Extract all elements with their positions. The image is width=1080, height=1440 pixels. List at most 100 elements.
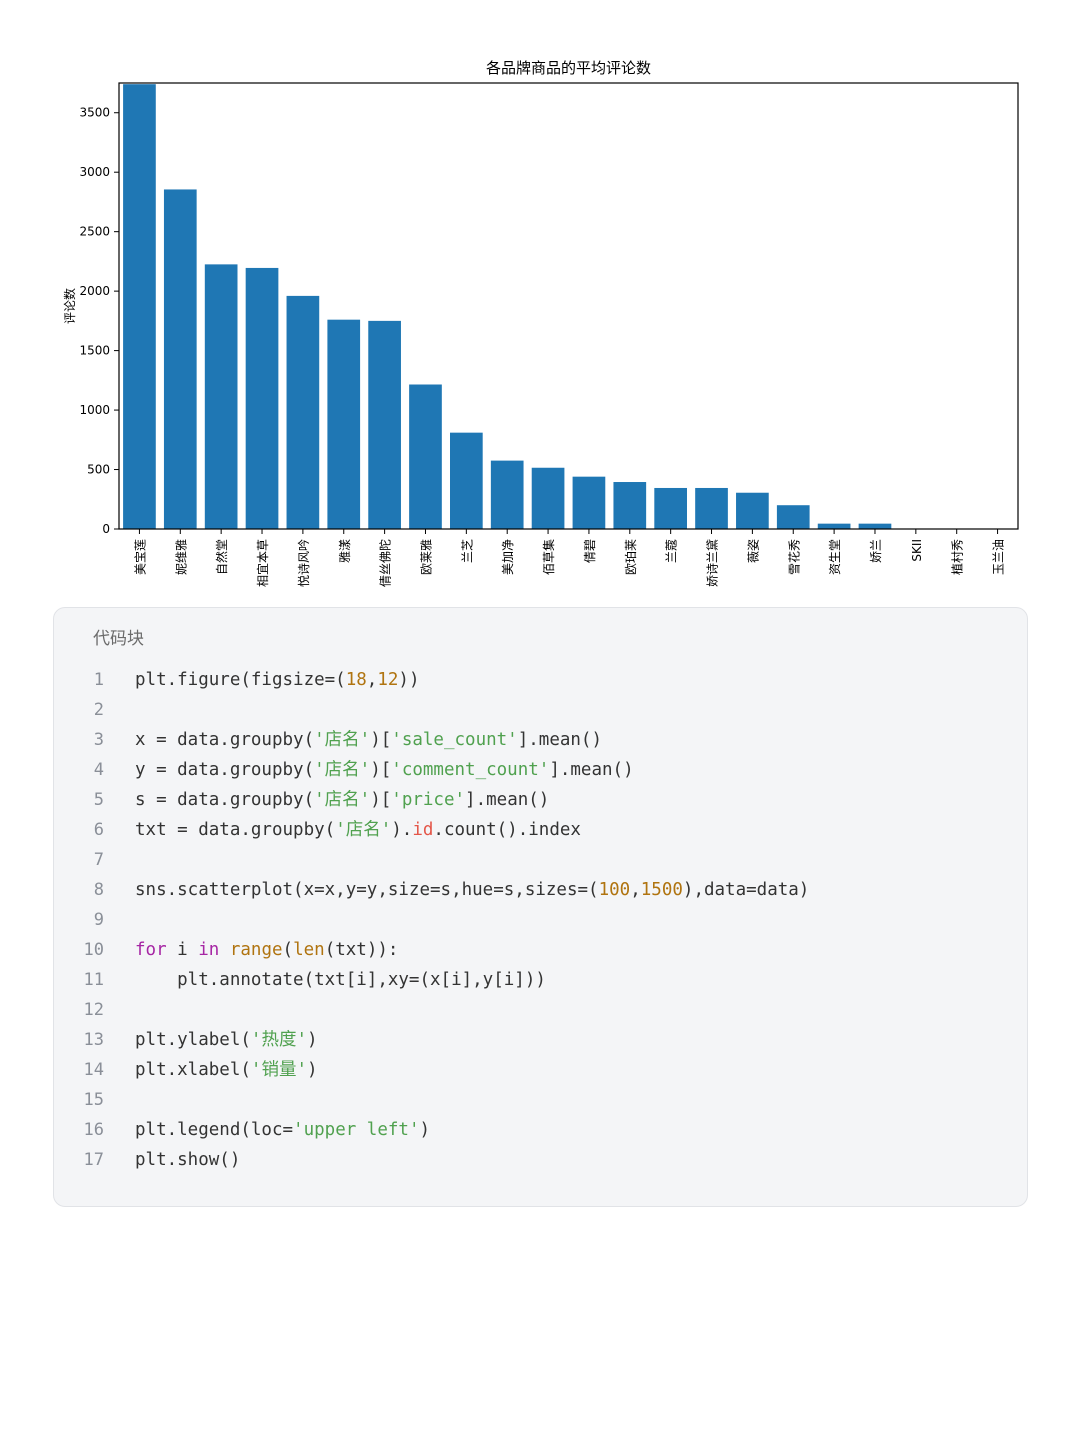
code-text: s = data.groupby('店名')['price'].mean()	[135, 785, 549, 815]
code-token: 12	[377, 670, 399, 690]
code-line: 5 s = data.groupby('店名')['price'].mean()	[54, 785, 1027, 815]
code-token: ].mean()	[549, 760, 634, 780]
code-text: plt.xlabel('销量')	[135, 1055, 318, 1085]
chart-bar	[204, 264, 238, 529]
code-token: plt.show()	[135, 1150, 241, 1170]
code-line: 13 plt.ylabel('热度')	[54, 1025, 1027, 1055]
code-line: 3 x = data.groupby('店名')['sale_count'].me…	[54, 725, 1027, 755]
chart-bar	[368, 320, 401, 529]
x-tick-label: 自然堂	[214, 539, 229, 575]
code-text: sns.scatterplot(x=x,y=y,size=s,hue=s,siz…	[135, 875, 809, 905]
chart-svg: 美宝莲 妮维雅 自然堂 相宜本草 悦诗风吟 雅漾 倩丝佛陀 欧莱雅 兰芝 美加净 佰草集 倩碧 欧珀莱 兰…	[62, 59, 1019, 587]
code-line: 4 y = data.groupby('店名')['comment_count']…	[54, 755, 1027, 785]
x-tick-label: 娇诗兰黛	[706, 539, 720, 587]
code-line: 1 plt.figure(figsize=(18,12))	[54, 665, 1027, 695]
y-tick-label: 500	[87, 463, 110, 477]
line-number: 8	[93, 880, 104, 900]
code-text: for i in range(len(txt)):	[135, 935, 398, 965]
y-tick-label: 3000	[79, 165, 110, 179]
code-token: plt.annotate(txt[i],xy=(x[i],y[i]))	[135, 970, 546, 990]
code-line: 16 plt.legend(loc='upper left')	[54, 1115, 1027, 1145]
code-token: 1500	[640, 880, 683, 900]
line-number: 1	[93, 670, 104, 690]
line-number: 5	[93, 790, 104, 810]
y-tick-label: 3500	[79, 106, 110, 120]
code-token: s = data.groupby(	[135, 790, 315, 810]
x-tick-label: 倩丝佛陀	[378, 539, 393, 587]
code-lines: 1 plt.figure(figsize=(18,12)) 2 3 x = data.g…	[54, 665, 1027, 1175]
code-token: (	[282, 940, 294, 960]
x-tick-label: 美加净	[501, 539, 515, 575]
line-number: 9	[93, 910, 104, 930]
code-token: ))	[398, 670, 420, 690]
chart-bar	[450, 432, 483, 529]
code-line: 14 plt.xlabel('销量')	[54, 1055, 1027, 1085]
line-number: 7	[93, 850, 104, 870]
code-token: for	[135, 940, 167, 960]
chart-title: 各品牌商品的平均评论数	[486, 59, 651, 77]
x-tick-label: 悦诗风吟	[296, 539, 311, 587]
x-tick-label: 薇姿	[746, 539, 760, 563]
code-token: ,	[630, 880, 641, 900]
code-token: '热度'	[250, 1030, 307, 1050]
x-tick-label: 植村秀	[950, 539, 965, 575]
x-tick-label: SKII	[910, 539, 924, 562]
code-token: sns.scatterplot(x=x,y=y,size=s,hue=s,siz…	[135, 880, 599, 900]
code-token: )	[306, 1030, 318, 1050]
y-axis-label: 评论数	[62, 288, 77, 324]
code-token: ,	[366, 670, 378, 690]
code-token: .count().index	[433, 820, 581, 840]
code-token: range	[229, 940, 283, 960]
code-line: 9	[54, 905, 1027, 935]
chart-bar	[572, 476, 606, 529]
code-token: plt.figure(figsize=(	[135, 670, 346, 690]
code-block: 代码块 1 plt.figure(figsize=(18,12)) 2 3 x = da…	[53, 607, 1028, 1207]
chart-bar	[654, 487, 687, 529]
code-line: 8 sns.scatterplot(x=x,y=y,size=s,hue=s,si…	[54, 875, 1027, 905]
chart-bar	[613, 482, 647, 529]
code-token: ).	[391, 820, 413, 840]
code-text: plt.legend(loc='upper left')	[135, 1115, 430, 1145]
code-token: txt = data.groupby(	[135, 820, 336, 840]
bar-chart: 美宝莲 妮维雅 自然堂 相宜本草 悦诗风吟 雅漾 倩丝佛陀 欧莱雅 兰芝 美加净 佰草集 倩碧 欧珀莱 兰…	[0, 0, 1080, 600]
code-token: y = data.groupby(	[135, 760, 315, 780]
code-line: 10 for i in range(len(txt)):	[54, 935, 1027, 965]
code-text: plt.ylabel('热度')	[135, 1025, 318, 1055]
line-number: 15	[83, 1090, 104, 1110]
code-token: 100	[598, 880, 631, 900]
y-tick-label: 1500	[79, 344, 110, 358]
x-tick-label: 玉兰油	[992, 539, 1006, 575]
x-tick-label: 欧珀莱	[624, 539, 638, 575]
chart-bar	[736, 492, 769, 529]
x-tick-label: 兰芝	[459, 539, 474, 563]
code-token: ].mean()	[517, 730, 603, 750]
code-line: 2	[54, 695, 1027, 725]
y-tick-label: 2500	[79, 225, 110, 239]
line-number: 17	[83, 1150, 104, 1170]
code-text: plt.figure(figsize=(18,12))	[135, 665, 420, 695]
x-tick-label: 美宝莲	[133, 539, 147, 575]
chart-bar	[286, 295, 320, 529]
code-token: plt.legend(loc=	[135, 1120, 294, 1140]
x-tick-label: 倩碧	[583, 539, 597, 563]
code-token: ].mean()	[465, 790, 550, 810]
line-number: 11	[83, 970, 104, 990]
code-token: '店名'	[335, 820, 392, 840]
x-tick-label: 妮维雅	[173, 539, 188, 575]
line-number: 6	[93, 820, 104, 840]
code-block-header: 代码块	[93, 629, 144, 649]
code-text: y = data.groupby('店名')['comment_count'].…	[135, 755, 634, 785]
x-tick-label: 雅漾	[337, 539, 352, 563]
code-line: 17 plt.show()	[54, 1145, 1027, 1175]
code-text: x = data.groupby('店名')['sale_count'].mea…	[135, 725, 602, 755]
code-token	[219, 940, 230, 960]
x-tick-label: 欧莱雅	[418, 539, 433, 575]
code-token: 'upper left'	[293, 1120, 420, 1140]
line-number: 2	[93, 700, 104, 720]
code-token: ),data=data)	[682, 880, 810, 900]
code-token: 'comment_count'	[391, 760, 550, 780]
code-line: 6 txt = data.groupby('店名').id.count().ind…	[54, 815, 1027, 845]
chart-bar	[123, 84, 156, 529]
code-token: '店名'	[314, 760, 371, 780]
chart-bar	[490, 460, 524, 529]
